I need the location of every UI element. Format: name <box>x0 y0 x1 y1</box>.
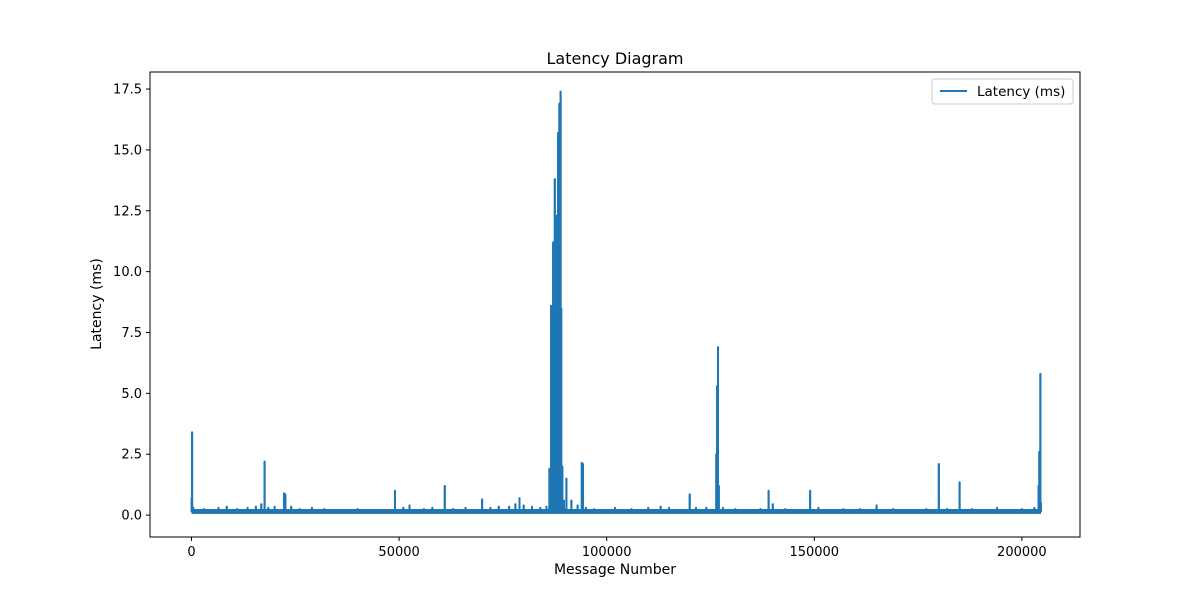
x-tick-label: 100000 <box>582 545 632 560</box>
legend-label: Latency (ms) <box>977 84 1065 100</box>
x-axis-title: Message Number <box>554 562 676 578</box>
y-tick-label: 17.5 <box>113 83 142 98</box>
x-axis-ticks: 0 50000 100000 150000 200000 <box>187 537 1047 560</box>
series-line-latency <box>190 90 1042 513</box>
legend: Latency (ms) <box>931 78 1074 105</box>
y-axis-title: Latency (ms) <box>89 258 105 350</box>
y-tick-label: 10.0 <box>113 265 142 280</box>
chart-title: Latency Diagram <box>546 49 683 68</box>
y-tick-label: 12.5 <box>113 204 142 219</box>
legend-box <box>931 78 1074 105</box>
y-tick-label: 2.5 <box>121 448 142 463</box>
y-tick-label: 7.5 <box>121 326 142 341</box>
x-tick-label: 200000 <box>997 545 1047 560</box>
y-tick-label: 15.0 <box>113 143 142 158</box>
x-tick-label: 0 <box>187 545 195 560</box>
plot-frame <box>149 71 1081 538</box>
plot-area <box>190 90 1042 514</box>
x-tick-label: 150000 <box>789 545 839 560</box>
y-tick-label: 0.0 <box>121 509 142 524</box>
y-tick-label: 5.0 <box>121 387 142 402</box>
x-tick-label: 50000 <box>378 545 419 560</box>
y-axis-ticks: 0.0 2.5 5.0 7.5 10.0 12.5 15.0 17.5 <box>113 83 150 524</box>
